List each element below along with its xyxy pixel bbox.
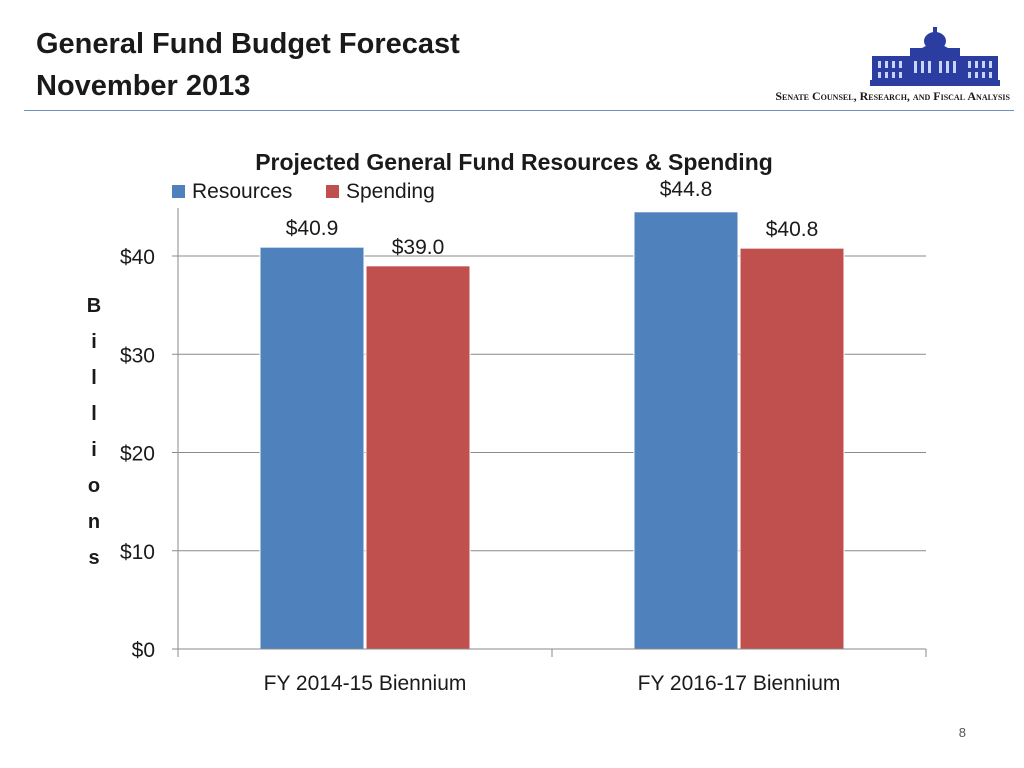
x-tick-label-0: FY 2014-15 Biennium: [264, 672, 467, 695]
legend-swatch-0: [172, 185, 185, 198]
bar-0-1: [365, 265, 471, 650]
capitol-building-icon: [870, 27, 1000, 86]
slide-subtitle: November 2013: [36, 70, 251, 102]
legend-label-0: Resources: [192, 180, 292, 203]
x-tick-label-1: FY 2016-17 Biennium: [638, 672, 841, 695]
legend-swatch-1: [326, 185, 339, 198]
data-label-1-0: $44.8: [660, 178, 713, 201]
bar-0-0: [259, 246, 365, 650]
data-label-0-0: $40.9: [286, 217, 339, 240]
chart-title: Projected General Fund Resources & Spend…: [255, 149, 773, 175]
y-axis-label-letter-4: i: [91, 439, 97, 461]
y-tick-label-0: $0: [132, 639, 155, 662]
slide-title: General Fund Budget Forecast: [36, 28, 460, 60]
bar-1-0: [633, 211, 739, 650]
organization-name: Senate Counsel, Research, and Fiscal Ana…: [775, 89, 1010, 103]
x-axis: FY 2014-15 Biennium FY 2016-17 Biennium: [177, 648, 927, 695]
y-tick-label-2: $20: [120, 443, 155, 466]
y-tick-label-3: $30: [120, 344, 155, 367]
y-tick-label-4: $40: [120, 246, 155, 269]
page-number: 8: [958, 725, 966, 740]
chart-bars: $40.9 $39.0 $44.8 $40.8: [259, 178, 845, 650]
y-axis-label-letter-2: l: [91, 367, 97, 389]
y-axis-label-letter-5: o: [88, 475, 100, 497]
y-axis-label-letter-6: n: [88, 511, 100, 533]
data-label-1-1: $40.8: [766, 218, 819, 241]
y-axis-label-letter-0: B: [87, 295, 101, 317]
legend-label-1: Spending: [346, 180, 435, 203]
y-axis-label-letter-1: i: [91, 331, 97, 353]
bar-1-1: [739, 247, 845, 650]
data-label-0-1: $39.0: [392, 236, 445, 259]
y-axis-ticks: $0 $10 $20 $30 $40: [120, 246, 155, 662]
y-tick-label-1: $10: [120, 541, 155, 564]
chart-legend: Resources Spending: [172, 180, 435, 203]
header-divider: [24, 110, 1014, 111]
y-axis-label-letter-3: l: [91, 403, 97, 425]
y-axis-label-letter-7: s: [88, 547, 99, 569]
